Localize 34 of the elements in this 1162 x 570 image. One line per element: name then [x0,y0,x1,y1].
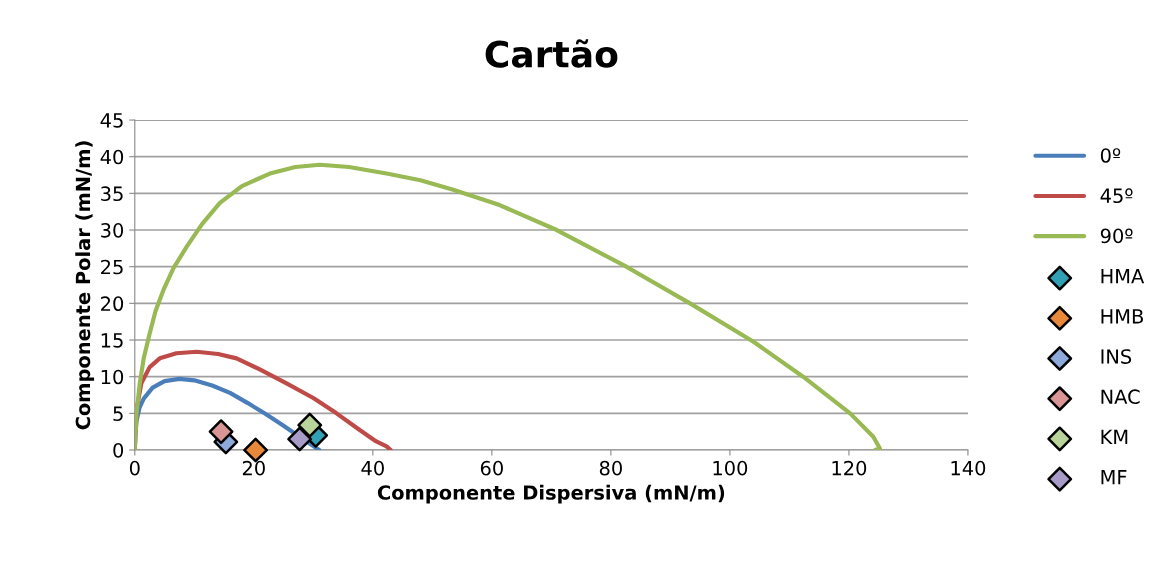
x-axis-title: Componente Dispersiva (mN/m) [377,484,725,504]
x-tick-label: 60 [480,460,503,476]
y-tick-label: 45 [100,113,123,128]
legend-label: HMB [1101,309,1143,324]
point [208,419,234,445]
y-tick-label: 10 [101,369,124,385]
legend-label: HMA [1101,269,1145,284]
y-tick-label: 15 [101,333,123,348]
x-tick-label: 0 [129,460,140,476]
legend-label: INS [1101,349,1132,364]
legend-label: MF [1101,470,1127,485]
chart-title: Cartão [485,39,618,68]
y-axis-title: Componente Polar (mN/m) [75,141,95,430]
x-tick-label: 140 [951,460,986,476]
x-tick-label: 120 [832,460,867,476]
point [297,412,323,438]
x-tick-label: 40 [361,460,384,476]
legend-label: NAC [1101,389,1140,405]
y-tick-label: 5 [113,406,123,422]
y-tick-label: 20 [101,296,124,312]
y-tick-label: 35 [101,186,123,202]
line-series [134,162,882,451]
legend-label: 45º [1100,188,1133,204]
x-tick-label: 80 [599,460,622,476]
legend-label: 0º [1100,148,1121,163]
point [287,426,313,452]
x-tick-label: 20 [242,460,265,476]
y-tick-label: 40 [100,149,124,165]
legend-label: KM [1101,429,1128,445]
y-tick-label: 30 [101,222,124,238]
y-tick-label: 0 [113,442,124,458]
x-tick-label: 100 [713,460,748,476]
legend-label: 90º [1100,228,1133,244]
y-tick-label: 25 [101,259,123,275]
